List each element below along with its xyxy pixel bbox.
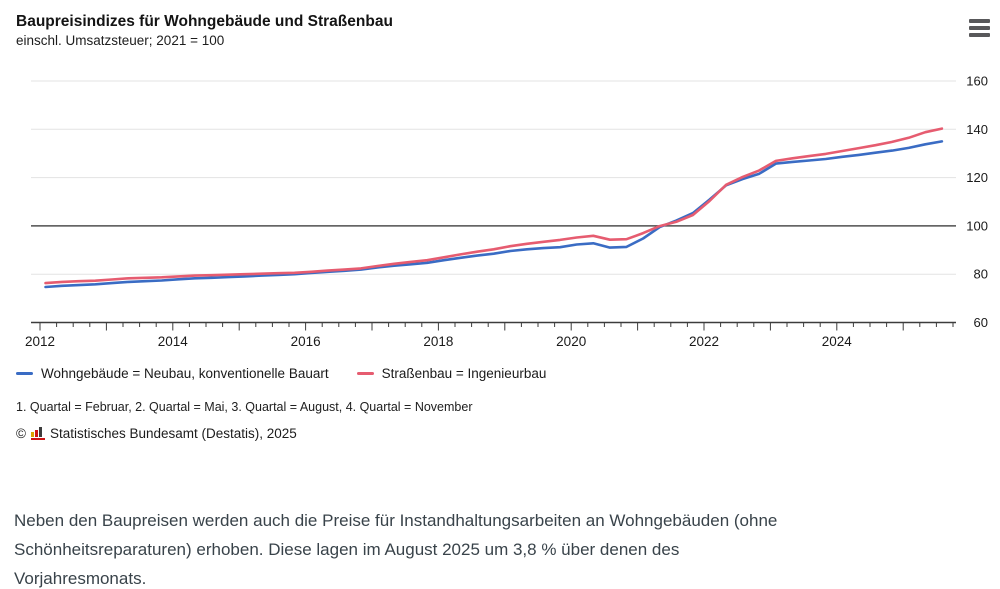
x-axis-tick-label: 2020: [556, 334, 586, 349]
series-line-0: [44, 140, 944, 289]
x-axis-tick-label: 2024: [822, 334, 853, 349]
x-axis-tick-label: 2012: [25, 334, 55, 349]
chart-subtitle: einschl. Umsatzsteuer; 2021 = 100: [16, 33, 225, 48]
quarter-footnote: 1. Quartal = Februar, 2. Quartal = Mai, …: [16, 400, 473, 414]
hamburger-menu-icon[interactable]: [969, 16, 995, 40]
maintenance-price-note: Neben den Baupreisen werden auch die Pre…: [14, 511, 778, 588]
x-axis-tick-label: 2022: [689, 334, 719, 349]
legend-swatch-red-icon: [356, 372, 374, 375]
legend-label-strassenbau: Straßenbau = Ingenieurbau: [381, 366, 547, 381]
x-axis-tick-label: 2018: [423, 334, 453, 349]
copyright-line: © Statistisches Bundesamt (Destatis), 20…: [16, 426, 297, 441]
y-axis-tick-label: 80: [974, 267, 988, 282]
y-axis-tick-label: 160: [966, 74, 988, 89]
copyright-symbol: ©: [16, 426, 26, 441]
copyright-text: Statistisches Bundesamt (Destatis), 2025: [49, 426, 297, 441]
y-axis-tick-label: 60: [974, 315, 988, 330]
legend-item-strassenbau[interactable]: Straßenbau = Ingenieurbau: [356, 366, 547, 381]
y-axis-tick-label: 100: [966, 218, 988, 233]
chart-legend: Wohngebäude = Neubau, konventionelle Bau…: [16, 366, 546, 381]
y-axis-tick-label: 140: [966, 122, 988, 137]
x-axis-tick-label: 2014: [158, 334, 189, 349]
x-axis-tick-label: 2016: [291, 334, 321, 349]
series-line-1: [44, 127, 944, 285]
line-chart-plot-area[interactable]: 60 80 100 120 140 160 2012 2014 2016 2018 2020 2022…: [0, 60, 1000, 360]
y-axis-tick-label: 120: [966, 170, 988, 185]
chart-title: Baupreisindizes für Wohngebäude und Stra…: [16, 13, 393, 30]
legend-label-wohngebaeude: Wohngebäude = Neubau, konventionelle Bau…: [41, 366, 329, 381]
destatis-logo-icon: [30, 427, 45, 440]
legend-swatch-blue-icon: [16, 372, 33, 375]
legend-item-wohngebaeude[interactable]: Wohngebäude = Neubau, konventionelle Bau…: [16, 366, 329, 381]
